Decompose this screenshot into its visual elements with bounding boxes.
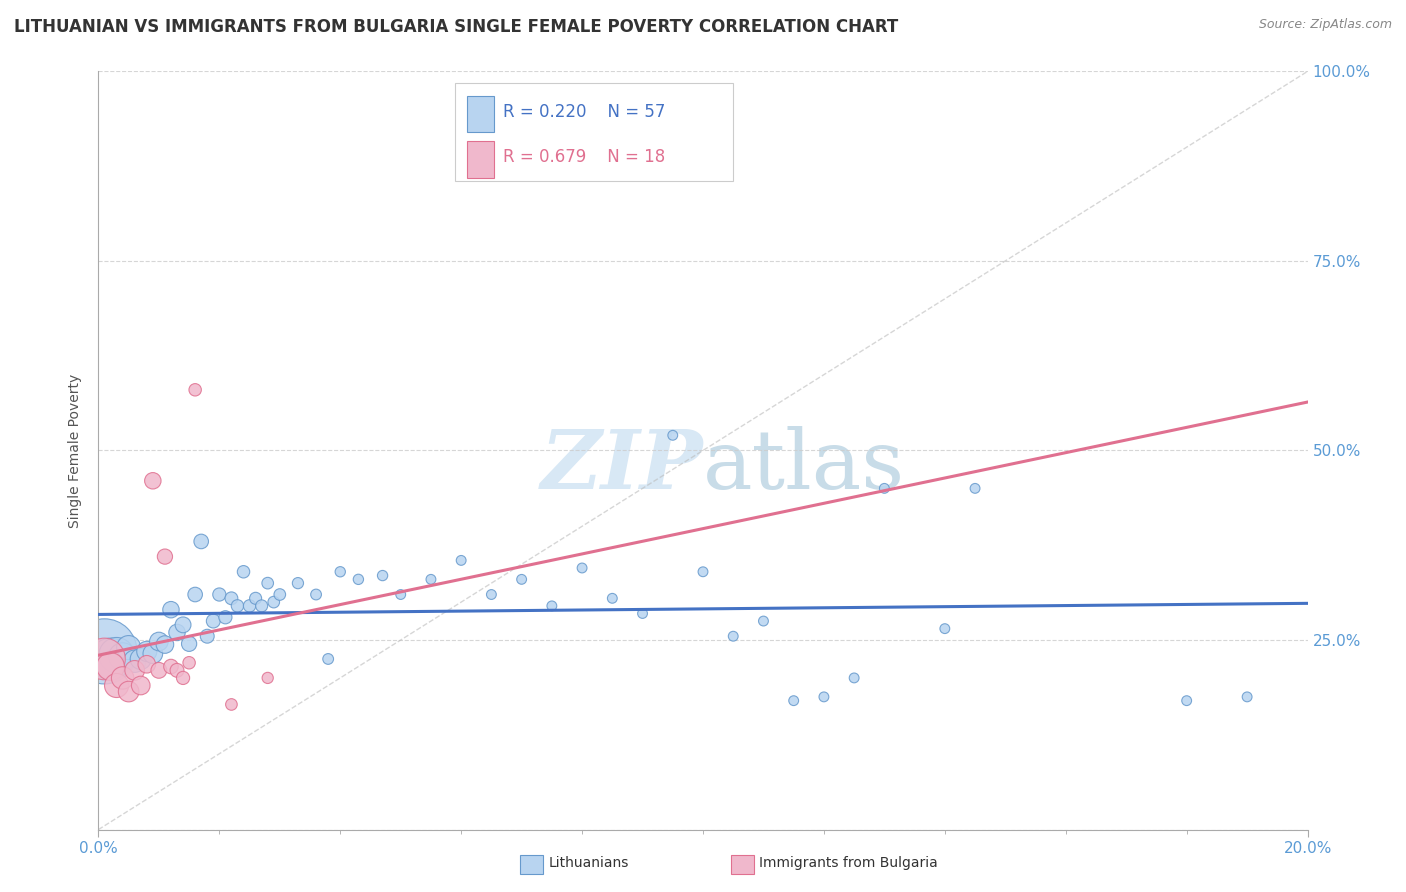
Point: [142, 474, 165, 488]
Point: [135, 644, 157, 658]
Point: [129, 678, 152, 692]
Point: [100, 659, 122, 673]
Point: [602, 591, 624, 606]
Point: [239, 599, 262, 613]
Text: Lithuanians: Lithuanians: [548, 856, 628, 871]
Point: [195, 629, 218, 643]
Point: [129, 652, 152, 666]
Point: [184, 383, 207, 397]
Point: [93, 652, 115, 666]
Point: [250, 599, 273, 613]
Point: [142, 647, 165, 661]
Point: [813, 690, 835, 704]
Point: [723, 629, 745, 643]
Text: Source: ZipAtlas.com: Source: ZipAtlas.com: [1258, 18, 1392, 31]
FancyBboxPatch shape: [456, 83, 734, 181]
Point: [420, 573, 443, 587]
Point: [190, 534, 212, 549]
Point: [208, 588, 231, 602]
Point: [263, 595, 285, 609]
Point: [256, 671, 278, 685]
Point: [232, 565, 254, 579]
Point: [172, 671, 194, 685]
Point: [571, 561, 593, 575]
Point: [347, 573, 370, 587]
Point: [844, 671, 866, 685]
Point: [256, 576, 278, 591]
Point: [752, 614, 775, 628]
Point: [160, 659, 183, 673]
Point: [783, 694, 806, 708]
Point: [481, 588, 503, 602]
Point: [105, 678, 128, 692]
Point: [184, 588, 207, 602]
Point: [118, 684, 141, 698]
Bar: [467, 141, 494, 178]
Point: [111, 649, 134, 664]
Point: [221, 591, 243, 606]
Point: [124, 664, 146, 678]
Point: [226, 599, 249, 613]
Point: [305, 588, 328, 602]
Point: [214, 610, 236, 624]
Point: [873, 482, 896, 496]
Point: [221, 698, 243, 712]
Point: [153, 638, 176, 652]
Point: [631, 607, 654, 621]
Text: R = 0.220    N = 57: R = 0.220 N = 57: [503, 103, 666, 120]
Point: [172, 617, 194, 632]
Point: [93, 644, 115, 658]
Point: [179, 656, 201, 670]
Point: [166, 625, 188, 640]
Point: [510, 573, 533, 587]
Point: [100, 652, 122, 666]
Point: [329, 565, 352, 579]
Point: [118, 640, 141, 655]
Point: [1175, 694, 1198, 708]
Point: [153, 549, 176, 564]
Text: LITHUANIAN VS IMMIGRANTS FROM BULGARIA SINGLE FEMALE POVERTY CORRELATION CHART: LITHUANIAN VS IMMIGRANTS FROM BULGARIA S…: [14, 18, 898, 36]
Point: [965, 482, 987, 496]
Point: [316, 652, 339, 666]
Y-axis label: Single Female Poverty: Single Female Poverty: [69, 374, 83, 527]
Point: [934, 622, 956, 636]
Bar: [467, 95, 494, 132]
Point: [450, 553, 472, 567]
Point: [540, 599, 562, 613]
Point: [105, 648, 128, 662]
Point: [269, 588, 291, 602]
Text: atlas: atlas: [703, 425, 905, 506]
Point: [287, 576, 309, 591]
Point: [166, 664, 188, 678]
Point: [160, 603, 183, 617]
Point: [245, 591, 267, 606]
Text: R = 0.679    N = 18: R = 0.679 N = 18: [503, 148, 665, 166]
Point: [124, 654, 146, 668]
Point: [135, 657, 157, 672]
Point: [661, 428, 683, 442]
Point: [179, 637, 201, 651]
Point: [1236, 690, 1258, 704]
Point: [148, 664, 170, 678]
Point: [202, 614, 225, 628]
Point: [389, 588, 412, 602]
Text: ZIP: ZIP: [540, 425, 703, 506]
Point: [148, 634, 170, 648]
Point: [371, 568, 394, 582]
Text: Immigrants from Bulgaria: Immigrants from Bulgaria: [759, 856, 938, 871]
Point: [692, 565, 714, 579]
Point: [111, 671, 134, 685]
